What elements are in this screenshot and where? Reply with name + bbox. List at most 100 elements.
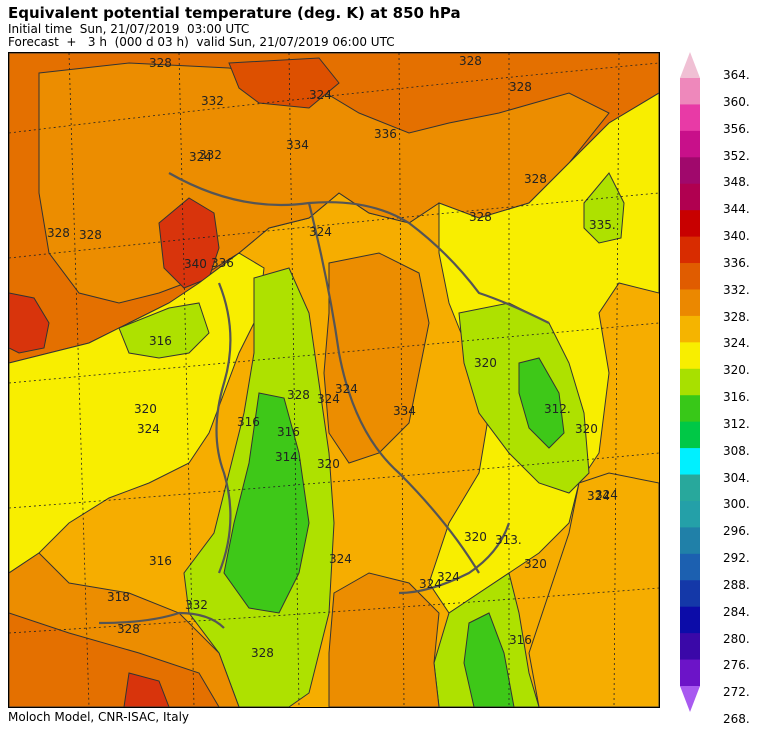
contour-label: 324 — [335, 382, 358, 396]
colorbar-swatch — [680, 104, 700, 132]
contour-label: 324 — [437, 570, 460, 584]
contour-label: 332 — [201, 94, 224, 108]
colorbar-swatch — [680, 500, 700, 528]
field-312-east — [518, 357, 565, 449]
field-312-central — [223, 392, 310, 614]
colorbar-swatch — [680, 659, 700, 687]
colorbar-swatch — [680, 315, 700, 343]
contour-label: 328 — [459, 54, 482, 68]
colorbar-tick-label: 268. — [723, 712, 750, 727]
contour-label: 324 — [309, 225, 332, 239]
field-336-southwest — [123, 672, 170, 707]
colorbar-tick-label: 324. — [723, 336, 750, 351]
contour-label: 328 — [251, 646, 274, 660]
contour-label: 334 — [286, 138, 309, 152]
colorbar-swatch — [680, 421, 700, 449]
contour-label: 314. — [275, 450, 302, 464]
contour-label: 324 — [595, 488, 618, 502]
contour-label: 320 — [524, 557, 547, 571]
contour-label: 316 — [149, 334, 172, 348]
contour-label: 320 — [317, 457, 340, 471]
field-324-southeast — [528, 472, 659, 707]
colorbar-swatch — [680, 395, 700, 423]
colorbar-tick-label: 336. — [723, 255, 750, 270]
contour-label: 328 — [287, 388, 310, 402]
colorbar-tick-label: 288. — [723, 577, 750, 592]
contour-label: 324 — [329, 552, 352, 566]
contour-label: 320 — [134, 402, 157, 416]
colorbar-swatch — [680, 263, 700, 290]
equivalent-potential-temperature-map: 328 332 332 328 328 324 324 328 328 328 316 320 324 3… — [8, 52, 660, 708]
contour-label: 335. — [589, 218, 616, 232]
contour-label: 324 — [587, 489, 610, 503]
field-316-west — [118, 302, 210, 359]
colorbar-tick-label: 320. — [723, 363, 750, 378]
contour-label: 324 — [137, 422, 160, 436]
colorbar-tick-label: 356. — [723, 121, 750, 136]
contour-label: 316 — [149, 554, 172, 568]
colorbar-swatch — [680, 633, 700, 661]
contour-label: 324 — [309, 88, 332, 102]
contour-label: 340 — [184, 257, 207, 271]
colorbar-swatch — [680, 580, 700, 608]
colorbar-tick-label: 276. — [723, 658, 750, 673]
colorbar-tick-label: 296. — [723, 524, 750, 539]
contour-label: 324 — [189, 150, 212, 164]
contour-label: 328 — [509, 80, 532, 94]
colorbar-swatch — [680, 78, 700, 105]
colorbar-swatch — [680, 342, 700, 370]
contour-label: 320 — [474, 356, 497, 370]
colorbar-swatch — [680, 606, 700, 634]
colorbar-tick-label: 328. — [723, 309, 750, 324]
colorbar-legend: 364. 360. 356. 352. 348. 344. 340. 336. 332. 328.… — [678, 48, 758, 725]
colorbar-swatch — [680, 289, 700, 317]
colorbar-tick-label: 364. — [723, 68, 750, 82]
colorbar-tick-label: 332. — [723, 282, 750, 297]
contour-label: 328 — [117, 622, 140, 636]
colorbar-tick-label: 344. — [723, 202, 750, 217]
contour-label: 320 — [464, 530, 487, 544]
colorbar-swatch — [680, 236, 700, 264]
field-332-southwest — [9, 612, 220, 707]
contour-label: 328 — [469, 210, 492, 224]
colorbar-tick-label: 340. — [723, 229, 750, 243]
contour-label: 324 — [419, 577, 442, 591]
colorbar-swatch — [680, 448, 700, 476]
model-credit: Moloch Model, CNR-ISAC, Italy — [8, 710, 190, 724]
colorbar-tick-label: 300. — [723, 497, 750, 512]
map-title: Equivalent potential temperature (deg. K… — [8, 4, 461, 22]
colorbar-tick-label: 292. — [723, 551, 750, 566]
contour-label: 316 — [509, 633, 532, 647]
colorbar-swatch — [680, 553, 700, 581]
contour-label: 328 — [149, 56, 172, 70]
contour-label: 334 — [393, 404, 416, 418]
contour-label: 332 — [185, 598, 208, 612]
field-328-south — [328, 572, 440, 707]
colorbar-tick-label: 360. — [723, 94, 750, 109]
colorbar-tick-label: 352. — [723, 148, 750, 163]
colorbar-swatch — [680, 368, 700, 396]
field-312-southeast — [463, 612, 515, 707]
colorbar-swatch — [680, 474, 700, 502]
contour-label: 336 — [211, 256, 234, 270]
colorbar-swatch — [680, 157, 700, 185]
contour-label: 324 — [317, 392, 340, 406]
field-336-west — [9, 292, 50, 354]
contour-label: 312. — [544, 402, 571, 416]
field-336-north-band — [228, 57, 340, 109]
contour-label: 313. — [495, 533, 522, 547]
contour-label: 328 — [79, 228, 102, 242]
contour-label: 316 — [237, 415, 260, 429]
colorbar-tick-label: 316. — [723, 390, 750, 405]
contour-label: 320 — [575, 422, 598, 436]
colorbar-tick-label: 312. — [723, 416, 750, 431]
colorbar-tick-label: 284. — [723, 604, 750, 619]
contour-label: 336 — [374, 127, 397, 141]
coastlines-borders — [98, 172, 550, 629]
colorbar-tick-label: 280. — [723, 631, 750, 646]
contour-label: 316 — [277, 425, 300, 439]
colorbar-swatch — [680, 52, 700, 78]
colorbar-tick-label: 272. — [723, 685, 750, 700]
field-336-hotspot — [158, 197, 220, 289]
colorbar-swatch — [680, 686, 700, 712]
